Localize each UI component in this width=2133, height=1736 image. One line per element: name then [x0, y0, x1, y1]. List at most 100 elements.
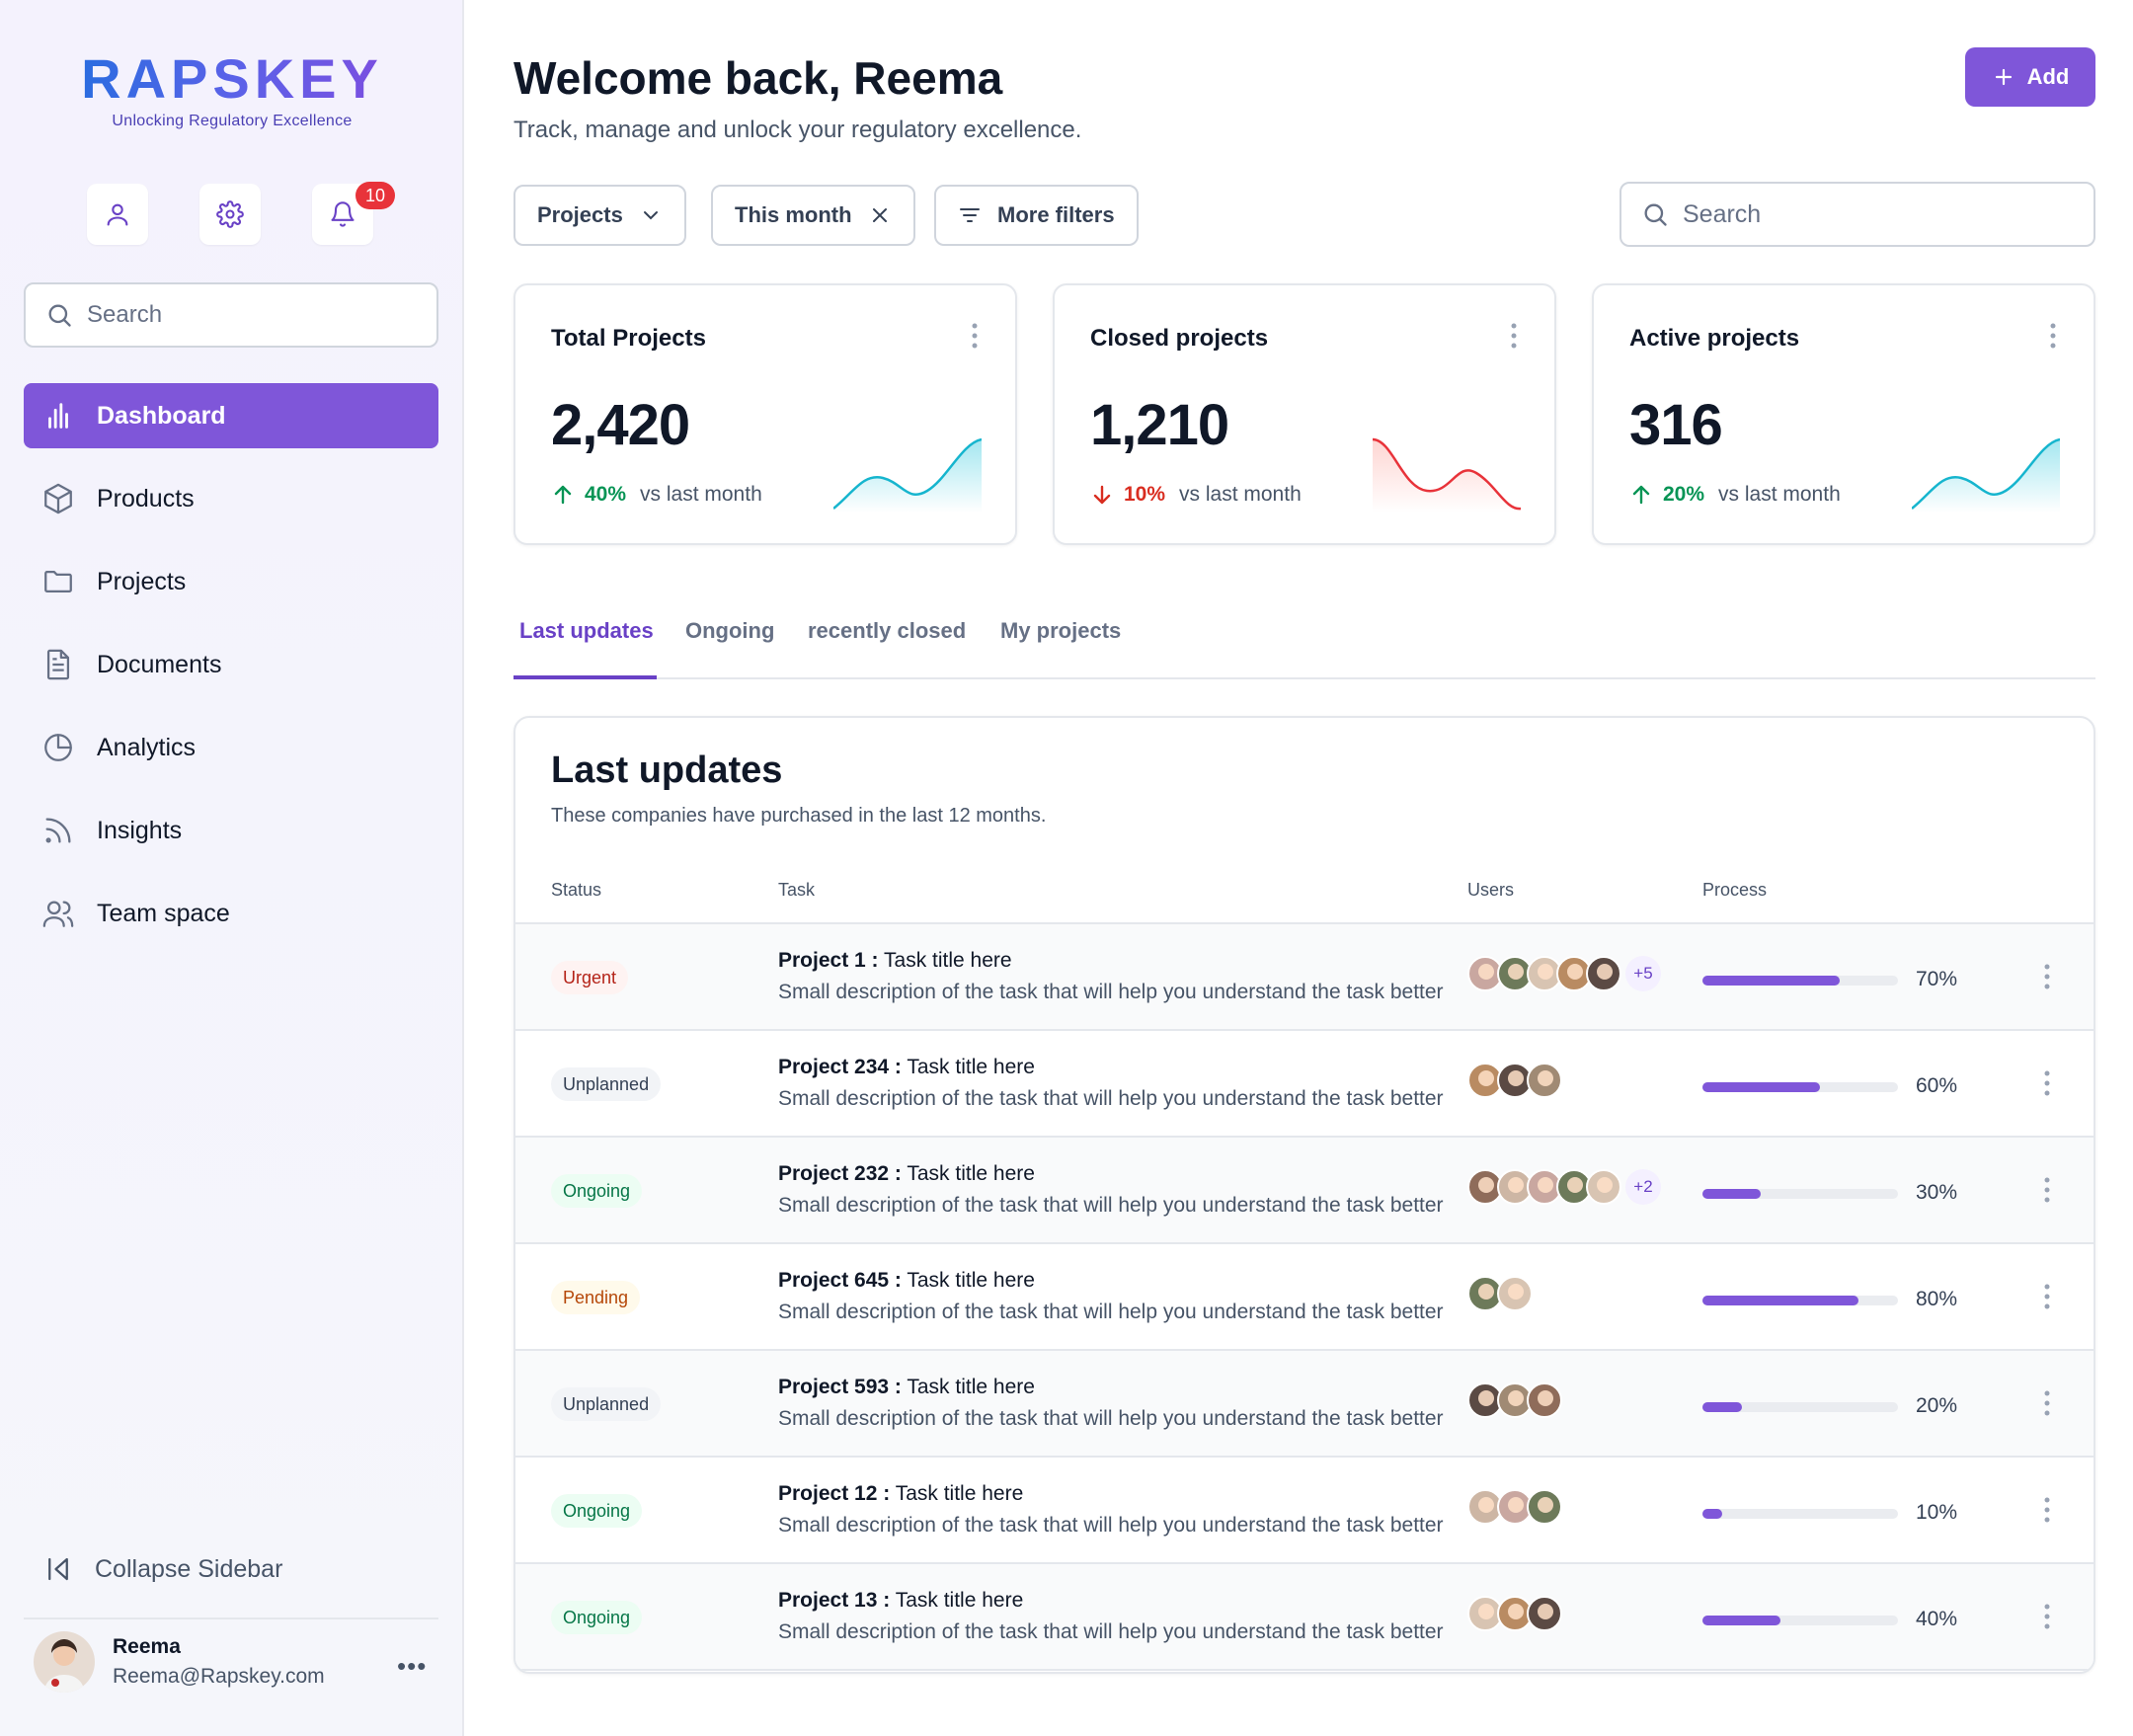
settings-button[interactable]	[199, 184, 261, 245]
user-icon	[107, 203, 128, 226]
stat-trend: 10% vs last month	[1090, 483, 1302, 507]
column-header-users[interactable]: Users	[1467, 880, 1515, 900]
search-icon	[48, 304, 71, 327]
user-avatar[interactable]	[1586, 1169, 1621, 1205]
user-avatar[interactable]	[1527, 1063, 1562, 1098]
more-vertical-icon[interactable]	[1509, 321, 1519, 351]
column-header-task[interactable]: Task	[778, 880, 816, 900]
table-subtitle: These companies have purchased in the la…	[551, 805, 1047, 827]
progress-fill	[1702, 1082, 1820, 1092]
sidebar-item-analytics[interactable]: Analytics	[24, 715, 438, 780]
column-header-status[interactable]: Status	[551, 880, 602, 900]
more-filters-label: More filters	[997, 202, 1115, 227]
user-avatar[interactable]	[1527, 1382, 1562, 1418]
stat-compare: vs last month	[1179, 483, 1302, 506]
table-row[interactable]: Urgent Project 1 : Task title here Small…	[515, 924, 2094, 1031]
close-icon[interactable]	[868, 203, 892, 227]
table-row[interactable]: Unplanned Project 593 : Task title here …	[515, 1351, 2094, 1458]
more-vertical-icon[interactable]	[2048, 321, 2058, 351]
more-vertical-icon[interactable]	[2042, 1175, 2052, 1205]
sidebar-item-dashboard[interactable]: Dashboard	[24, 383, 438, 448]
more-vertical-icon[interactable]	[2042, 1388, 2052, 1418]
table-row[interactable]: Ongoing Project 13 : Task title here Sma…	[515, 1564, 2094, 1671]
user-avatar[interactable]	[1497, 1276, 1533, 1311]
more-users-count[interactable]: +5	[1625, 956, 1661, 991]
users-avatar-group[interactable]	[1467, 1382, 1562, 1418]
progress-label: 70%	[1916, 968, 1958, 990]
sidebar-item-projects[interactable]: Projects	[24, 549, 438, 614]
user-menu-icon[interactable]: •••	[397, 1651, 428, 1681]
sidebar-item-label: Products	[97, 484, 195, 513]
user-avatar[interactable]	[1586, 956, 1621, 991]
task-cell[interactable]: Project 12 : Task title here Small descr…	[778, 1482, 1450, 1538]
project-name: Project 593 :	[778, 1376, 902, 1398]
tabs: Last updates Ongoing recently closed My …	[514, 602, 2095, 679]
sidebar-item-team-space[interactable]: Team space	[24, 881, 438, 946]
table-row[interactable]: Ongoing Project 232 : Task title here Sm…	[515, 1138, 2094, 1244]
profile-button[interactable]	[87, 184, 148, 245]
sidebar-quick-actions: 10	[87, 182, 395, 245]
table-row[interactable]: Unplanned Project 234 : Task title here …	[515, 1031, 2094, 1138]
more-vertical-icon[interactable]	[2042, 1602, 2052, 1631]
more-vertical-icon[interactable]	[2042, 1495, 2052, 1525]
more-vertical-icon[interactable]	[2042, 962, 2052, 991]
users-avatar-group[interactable]: +2	[1467, 1169, 1661, 1205]
users-avatar-group[interactable]: +5	[1467, 956, 1661, 991]
projects-filter-dropdown[interactable]: Projects	[514, 185, 686, 246]
tab-recently-closed[interactable]: recently closed	[808, 618, 967, 643]
sidebar: RAPSKEY Unlocking Regulatory Excellence …	[0, 0, 464, 1736]
cube-icon	[44, 483, 72, 514]
tab-ongoing[interactable]: Ongoing	[685, 618, 775, 643]
task-cell[interactable]: Project 593 : Task title here Small desc…	[778, 1376, 1450, 1431]
stat-change: 40%	[585, 483, 627, 506]
table-row[interactable]: Pending Project 645 : Task title here Sm…	[515, 1244, 2094, 1351]
progress-bar	[1702, 1296, 1898, 1305]
sidebar-item-label: Team space	[97, 899, 230, 927]
period-filter-chip[interactable]: This month	[711, 185, 915, 246]
add-button[interactable]: Add	[1965, 47, 2095, 107]
more-users-count[interactable]: +2	[1625, 1169, 1661, 1205]
more-vertical-icon[interactable]	[2042, 1068, 2052, 1098]
users-avatar-group[interactable]	[1467, 1596, 1562, 1631]
sidebar-item-documents[interactable]: Documents	[24, 632, 438, 697]
column-header-process[interactable]: Process	[1702, 880, 1768, 900]
project-name: Project 645 :	[778, 1269, 902, 1292]
task-cell[interactable]: Project 234 : Task title here Small desc…	[778, 1056, 1450, 1111]
progress-bar	[1702, 1509, 1898, 1519]
stat-value: 2,420	[551, 393, 690, 457]
task-cell[interactable]: Project 232 : Task title here Small desc…	[778, 1162, 1450, 1218]
avatar	[34, 1631, 95, 1693]
main-search-input[interactable]	[1683, 199, 2078, 229]
table-row[interactable]: Ongoing Project 12 : Task title here Sma…	[515, 1458, 2094, 1564]
tab-my-projects[interactable]: My projects	[1000, 618, 1122, 643]
stat-card-closed-projects: Closed projects 1,210 10% vs last month	[1053, 283, 1556, 545]
user-avatar[interactable]	[1527, 1489, 1562, 1525]
user-avatar[interactable]	[1527, 1169, 1562, 1205]
users-icon	[42, 901, 74, 927]
brand-logo[interactable]: RAPSKEY Unlocking Regulatory Excellence	[79, 51, 385, 130]
stat-trend: 20% vs last month	[1629, 483, 1841, 507]
status-badge: Unplanned	[551, 1067, 662, 1101]
users-avatar-group[interactable]	[1467, 1489, 1562, 1525]
arrow-down-icon	[1093, 485, 1111, 505]
sidebar-item-products[interactable]: Products	[24, 466, 438, 531]
task-cell[interactable]: Project 645 : Task title here Small desc…	[778, 1269, 1450, 1324]
tab-last-updates[interactable]: Last updates	[519, 618, 654, 643]
more-vertical-icon[interactable]	[2042, 1282, 2052, 1311]
notifications-button[interactable]: 10	[312, 182, 395, 245]
more-vertical-icon[interactable]	[970, 321, 980, 351]
task-cell[interactable]: Project 13 : Task title here Small descr…	[778, 1589, 1450, 1644]
collapse-label: Collapse Sidebar	[95, 1554, 283, 1583]
users-avatar-group[interactable]	[1467, 1063, 1562, 1098]
more-filters-button[interactable]: More filters	[934, 185, 1139, 246]
user-avatar[interactable]	[1527, 1596, 1562, 1631]
sidebar-search-input[interactable]	[87, 301, 413, 329]
task-cell[interactable]: Project 1 : Task title here Small descri…	[778, 949, 1450, 1004]
task-description: Small description of the task that will …	[778, 1194, 1444, 1217]
task-description: Small description of the task that will …	[778, 1087, 1444, 1110]
collapse-sidebar-button[interactable]: Collapse Sidebar	[43, 1554, 282, 1584]
user-profile[interactable]: Reema Reema@Rapskey.com	[34, 1631, 325, 1693]
users-avatar-group[interactable]	[1467, 1276, 1533, 1311]
status-badge: Pending	[551, 1281, 641, 1314]
sidebar-item-insights[interactable]: Insights	[24, 798, 438, 863]
